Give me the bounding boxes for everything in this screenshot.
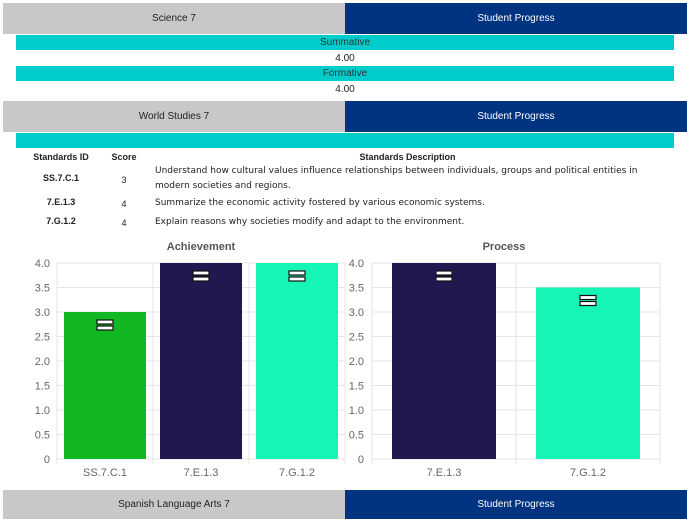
world-studies-band <box>16 133 674 148</box>
bar-marker <box>288 270 306 276</box>
score-header: Score <box>111 152 137 162</box>
bar <box>160 263 242 459</box>
summative-label: Summative <box>319 37 370 48</box>
standard-score: 3 <box>121 175 127 185</box>
bar-marker <box>579 294 597 301</box>
standard-id: 7.G.1.2 <box>46 216 76 226</box>
y-tick-label: 4.0 <box>35 258 50 270</box>
y-tick-label: 1.5 <box>349 381 364 393</box>
bar-marker <box>288 276 306 282</box>
y-tick-label: 1.0 <box>35 405 50 417</box>
y-tick-label: 1.5 <box>35 381 50 393</box>
y-tick-label: 2.0 <box>349 356 364 368</box>
summative-value-row: 4.00 <box>16 51 674 65</box>
standard-id: SS.7.C.1 <box>42 173 80 183</box>
summative-value: 4.00 <box>335 52 355 64</box>
tab-student-progress-label: Student Progress <box>477 13 555 24</box>
tab-student-progress-label: Student Progress <box>477 499 555 510</box>
bar-marker <box>579 300 597 307</box>
tab-spanish-language-arts-7-label: Spanish Language Arts 7 <box>118 499 230 510</box>
bar-marker <box>435 276 453 282</box>
y-tick-label: 3.0 <box>349 307 364 319</box>
bar <box>256 263 338 459</box>
x-tick-label: SS.7.C.1 <box>83 467 127 479</box>
standard-score: 4 <box>121 199 127 209</box>
formative-value: 4.00 <box>335 83 355 95</box>
tab-science-7-label: Science 7 <box>152 13 196 24</box>
tab-world-studies-7-label: World Studies 7 <box>138 111 210 122</box>
x-tick-label: 7.G.1.2 <box>279 467 315 479</box>
process-chart-title: Process <box>482 241 526 253</box>
y-tick-label: 3.5 <box>349 283 364 295</box>
achievement-chart-title: Achievement <box>166 241 236 253</box>
description-header: Standards Description <box>359 152 456 162</box>
standard-id: 7.E.1.3 <box>46 197 76 207</box>
standards-id-header: Standards ID <box>33 152 89 162</box>
bar-marker <box>192 270 210 276</box>
y-tick-label: 3.0 <box>35 307 50 319</box>
y-tick-label: 2.0 <box>35 356 50 368</box>
y-tick-label: 3.5 <box>35 283 50 295</box>
bar-marker <box>192 276 210 282</box>
standard-description: Explain reasons why societies modify and… <box>155 217 465 227</box>
y-tick-label: 0.5 <box>35 430 50 442</box>
standard-description: Summarize the economic activity fostered… <box>155 198 485 208</box>
bar <box>64 312 146 459</box>
y-tick-label: 1.0 <box>349 405 364 417</box>
standard-description: Understand how cultural values influence… <box>155 166 638 191</box>
tab-science-7[interactable]: Science 7 <box>3 3 345 34</box>
y-tick-label: 0 <box>44 454 50 466</box>
bar <box>536 287 640 459</box>
tab-student-progress-label: Student Progress <box>477 111 555 122</box>
tab-world-studies-7[interactable]: World Studies 7 <box>3 101 345 132</box>
bar-marker <box>96 325 114 331</box>
tab-student-progress-world-studies[interactable]: Student Progress <box>345 101 687 132</box>
formative-header: Formative <box>16 66 674 81</box>
tab-spanish-language-arts-7[interactable]: Spanish Language Arts 7 <box>3 490 345 519</box>
standard-score: 4 <box>121 218 127 228</box>
tab-student-progress-spanish[interactable]: Student Progress <box>345 490 687 519</box>
bar-marker <box>96 319 114 325</box>
y-tick-label: 0 <box>358 454 364 466</box>
y-tick-label: 4.0 <box>349 258 364 270</box>
x-tick-label: 7.G.1.2 <box>570 467 606 479</box>
x-tick-label: 7.E.1.3 <box>427 467 462 479</box>
y-tick-label: 2.5 <box>349 332 364 344</box>
tab-student-progress-science[interactable]: Student Progress <box>345 3 687 34</box>
y-tick-label: 2.5 <box>35 332 50 344</box>
formative-value-row: 4.00 <box>16 82 674 96</box>
y-tick-label: 0.5 <box>349 430 364 442</box>
formative-label: Formative <box>322 68 368 79</box>
x-tick-label: 7.E.1.3 <box>184 467 219 479</box>
summative-header: Summative <box>16 35 674 50</box>
bar <box>392 263 496 459</box>
bar-marker <box>435 270 453 276</box>
